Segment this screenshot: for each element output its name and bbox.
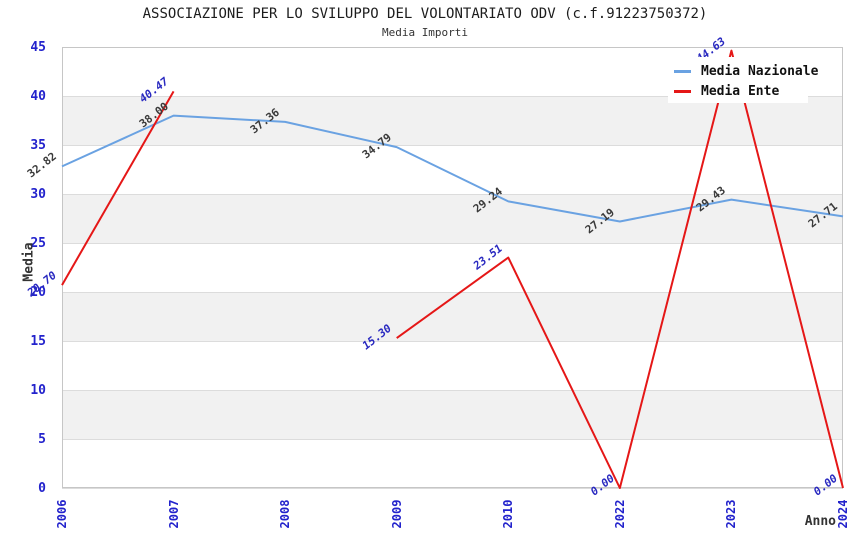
legend: Media Nazionale Media Ente	[668, 57, 818, 103]
legend-item-ente: Media Ente	[674, 83, 808, 100]
y-tick-label: 45	[30, 40, 46, 55]
y-tick-label: 15	[30, 334, 46, 349]
x-tick-label: 2008	[278, 499, 293, 529]
y-axis-title: Media	[21, 242, 37, 282]
y-tick-label: 35	[30, 138, 46, 153]
x-axis-title: Anno	[804, 514, 836, 529]
x-tick-label: 2010	[501, 499, 516, 529]
x-tick-label: 2009	[389, 499, 404, 529]
y-tick-label: 30	[30, 187, 46, 202]
x-tick-label: 2006	[55, 499, 69, 529]
legend-swatch-nazionale-icon	[674, 70, 691, 73]
chart-subtitle: Media Importi	[381, 26, 469, 39]
x-tick-label: 2007	[166, 499, 181, 529]
legend-label-nazionale: Media Nazionale	[701, 64, 819, 79]
y-tick-label: 5	[38, 432, 46, 447]
y-tick-label: 25	[30, 236, 46, 251]
legend-swatch-ente-icon	[674, 90, 691, 93]
legend-label-ente: Media Ente	[701, 84, 780, 99]
legend-item-nazionale: Media Nazionale	[674, 63, 818, 80]
y-tick-label: 40	[30, 89, 46, 104]
x-tick-label: 2024	[836, 499, 850, 529]
y-tick-label: 20	[30, 285, 46, 300]
y-tick-label: 10	[30, 383, 46, 398]
chart-title: ASSOCIAZIONE PER LO SVILUPPO DEL VOLONTA…	[142, 6, 708, 22]
x-tick-label: 2022	[612, 499, 627, 529]
y-tick-label: 0	[38, 481, 46, 496]
